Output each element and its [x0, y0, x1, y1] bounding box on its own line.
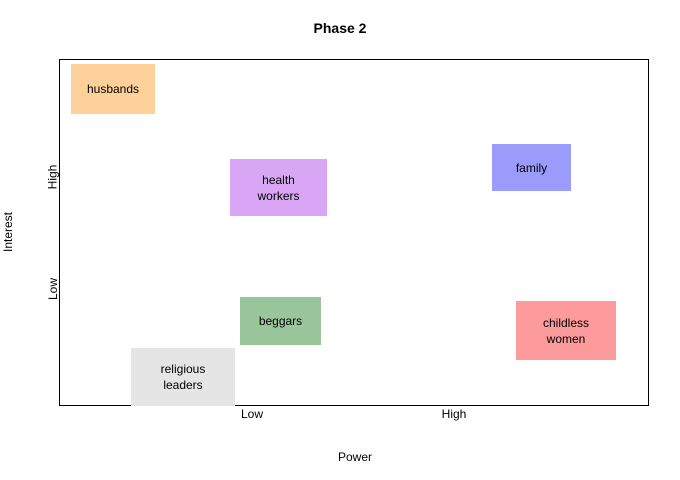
x-axis-label: Power [337, 450, 372, 464]
stakeholder-religious-leaders: religious leaders [131, 348, 235, 406]
stakeholder-health-workers: health workers [230, 159, 327, 216]
stakeholder-childless-women: childless women [516, 301, 616, 360]
y-tick-high: High [45, 164, 60, 190]
stakeholder-family: family [492, 144, 571, 191]
x-tick-low: Low [240, 407, 264, 421]
y-axis-label: Interest [1, 211, 16, 253]
y-tick-low: Low [46, 277, 61, 301]
stakeholder-beggars: beggars [240, 297, 321, 345]
stakeholder-husbands: husbands [71, 64, 155, 114]
plot-area [59, 59, 649, 406]
diagram-title: Phase 2 [313, 20, 367, 36]
x-tick-high: High [441, 407, 467, 421]
